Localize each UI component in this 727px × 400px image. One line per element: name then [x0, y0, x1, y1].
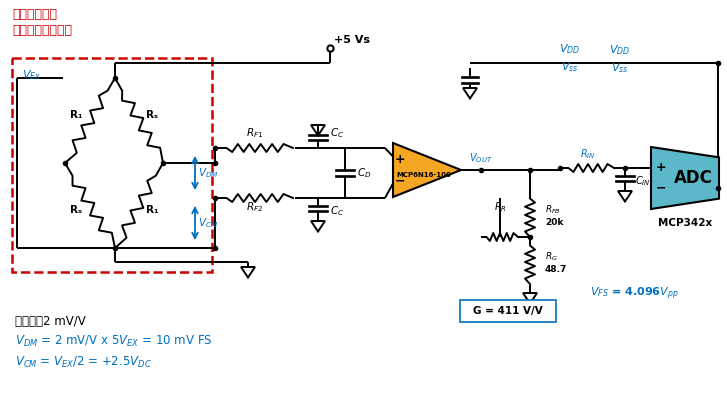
Text: $V_{CM}$: $V_{CM}$ — [198, 216, 218, 230]
Text: $V_{DD}$: $V_{DD}$ — [559, 42, 581, 56]
Text: $R_G$
48.7: $R_G$ 48.7 — [545, 250, 567, 274]
Text: $R_{F1}$: $R_{F1}$ — [246, 126, 264, 140]
Text: $V_{DM}$ = 2 mV/V x 5$V_{EX}$ = 10 mV FS: $V_{DM}$ = 2 mV/V x 5$V_{EX}$ = 10 mV FS — [15, 334, 213, 349]
Polygon shape — [393, 143, 461, 197]
FancyBboxPatch shape — [460, 300, 556, 322]
Text: $C_{IN}$: $C_{IN}$ — [635, 174, 651, 188]
Text: 传感器的位置: 传感器的位置 — [12, 8, 57, 21]
Text: $V_{OUT}$: $V_{OUT}$ — [469, 151, 493, 165]
Text: +: + — [656, 161, 667, 174]
Text: $R_{F2}$: $R_{F2}$ — [246, 200, 264, 214]
Text: $V_{FS}$ = 4.096$V_{pp}$: $V_{FS}$ = 4.096$V_{pp}$ — [590, 286, 679, 302]
Text: 可以具有一定距离: 可以具有一定距离 — [12, 24, 72, 37]
Text: Rₛ: Rₛ — [146, 110, 158, 120]
Text: 灵敏度：2 mV/V: 灵敏度：2 mV/V — [15, 315, 86, 328]
Text: $R_{FB}$
20k: $R_{FB}$ 20k — [545, 203, 563, 227]
Text: $V_{DM}$: $V_{DM}$ — [198, 166, 219, 180]
Polygon shape — [651, 147, 719, 209]
Text: $C_D$: $C_D$ — [357, 166, 371, 180]
Text: G = 411 V/V: G = 411 V/V — [473, 306, 543, 316]
Text: R₁: R₁ — [145, 205, 158, 215]
Text: +: + — [395, 153, 406, 166]
Text: $V_{ss}$: $V_{ss}$ — [611, 61, 629, 75]
Text: MCP6N16-100: MCP6N16-100 — [396, 172, 451, 178]
Text: $C_C$: $C_C$ — [330, 126, 345, 140]
Text: $V_{ss}$: $V_{ss}$ — [561, 60, 579, 74]
Text: −: − — [395, 174, 405, 187]
Text: −: − — [656, 182, 666, 195]
Text: ADC: ADC — [673, 169, 712, 187]
Text: Rₛ: Rₛ — [70, 205, 82, 215]
Text: $R_{IN}$: $R_{IN}$ — [580, 147, 596, 161]
Text: $V_{DD}$: $V_{DD}$ — [609, 43, 630, 57]
Text: R₁: R₁ — [70, 110, 82, 120]
Text: +5 Vs: +5 Vs — [334, 35, 370, 45]
Text: $V_{CM}$ = $V_{EX}$/2 = +2.5$V_{DC}$: $V_{CM}$ = $V_{EX}$/2 = +2.5$V_{DC}$ — [15, 355, 152, 370]
Text: $V_{Ex}$: $V_{Ex}$ — [22, 68, 41, 82]
Text: $R_R$: $R_R$ — [494, 200, 507, 214]
Text: MCP342x: MCP342x — [658, 218, 712, 228]
Text: $C_C$: $C_C$ — [330, 204, 345, 218]
